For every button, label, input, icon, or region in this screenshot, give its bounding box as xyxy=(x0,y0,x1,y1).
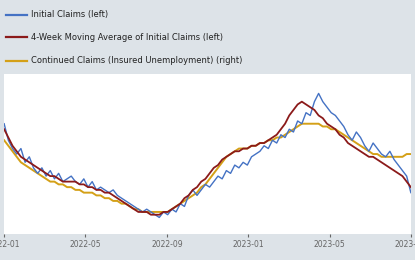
Text: 4-Week Moving Average of Initial Claims (left): 4-Week Moving Average of Initial Claims … xyxy=(31,32,223,42)
Text: Continued Claims (Insured Unemployment) (right): Continued Claims (Insured Unemployment) … xyxy=(31,56,242,65)
Text: Initial Claims (left): Initial Claims (left) xyxy=(31,10,108,19)
